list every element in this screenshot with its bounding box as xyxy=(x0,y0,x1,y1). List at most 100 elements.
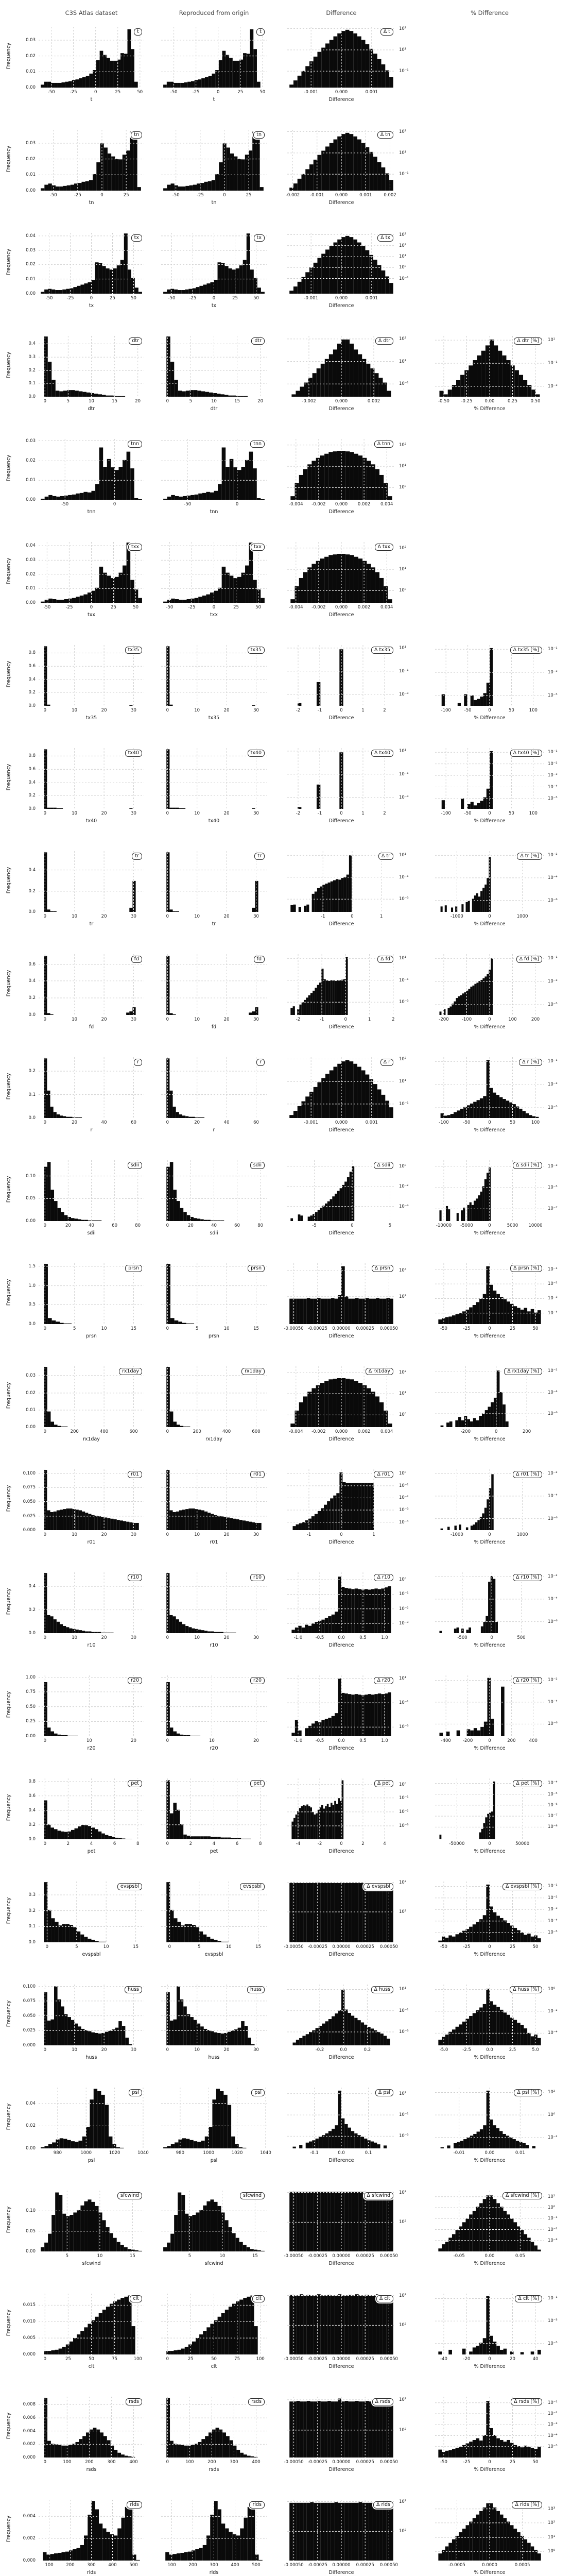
y-tick-label: 0.050 xyxy=(23,2013,36,2019)
legend-badge: sdii xyxy=(127,1162,142,1169)
x-tick-label: 0 xyxy=(488,1532,491,1537)
y-tick-label: 10³ xyxy=(399,2397,407,2402)
y-tick-label: 1.0 xyxy=(28,1283,36,1289)
y-tick-label: 10⁻² xyxy=(548,1677,558,1683)
x-axis-label: % Difference xyxy=(474,1952,506,1957)
x-tick-label: -0.00050 xyxy=(284,2460,304,2465)
y-tick-label: 0.008 xyxy=(23,2402,36,2408)
plot-canvas xyxy=(287,2191,395,2251)
plot-canvas xyxy=(287,748,395,809)
y-tick-label: 0.002 xyxy=(23,2442,36,2447)
x-tick-label: 25 xyxy=(510,2460,515,2465)
plot-canvas xyxy=(161,1160,267,1221)
x-tick-label: -50 xyxy=(463,1120,471,1125)
x-tick-label: -50 xyxy=(43,605,51,610)
legend-badge: sfcwind xyxy=(240,2192,265,2199)
x-tick-label: 60 xyxy=(253,1120,259,1125)
x-tick-label: 25 xyxy=(65,2357,71,2362)
x-tick-label: 100 xyxy=(529,708,538,713)
x-tick-label: 0.001 xyxy=(365,296,378,301)
y-tick-label: 0.0 xyxy=(28,806,36,811)
x-axis-label: Difference xyxy=(328,1539,354,1545)
y-tick-label: 0.0 xyxy=(28,1115,36,1121)
y-tick-label: 10² xyxy=(399,243,407,248)
x-tick-label: 30 xyxy=(131,811,136,816)
x-tick-label: 0 xyxy=(43,1635,47,1640)
x-tick-label: 100 xyxy=(185,2460,194,2465)
hist-repro-prsn: prsn 0 5 10 15 prsn xyxy=(161,1263,267,1339)
x-tick-label: 500 xyxy=(517,1635,526,1640)
x-tick-label: 10 xyxy=(223,1326,230,1331)
x-tick-label: 0 xyxy=(45,1944,49,1950)
x-axis-label: r10 xyxy=(210,1642,218,1648)
legend-badge: Δ psl xyxy=(375,2089,393,2096)
y-tick-label: 10⁻⁶ xyxy=(548,1619,558,1624)
x-tick-label: -50 xyxy=(61,502,69,507)
legend-badge: prsn xyxy=(125,1265,142,1272)
x-tick-label: 0 xyxy=(340,708,343,713)
x-axis-label: Difference xyxy=(328,1333,354,1339)
legend-badge: rlds xyxy=(127,2501,142,2509)
x-tick-label: 1.0 xyxy=(381,1635,388,1640)
x-tick-label: 30 xyxy=(131,1017,136,1022)
x-tick-label: 20 xyxy=(72,1120,78,1125)
x-tick-label: 15 xyxy=(253,1326,259,1331)
y-tick-label: 10⁻¹ xyxy=(548,647,558,652)
x-tick-label: 10 xyxy=(72,1635,78,1640)
plot-canvas xyxy=(39,2500,144,2561)
x-tick-label: -25 xyxy=(463,1326,471,1331)
x-tick-label: 0.00000 xyxy=(332,2460,351,2465)
x-tick-label: 0.004 xyxy=(380,1429,393,1434)
y-tick-label: 0.0 xyxy=(28,1012,36,1018)
plot-canvas xyxy=(39,748,144,809)
hist-c3s-txx: txx -50 -25 0 25 50 txx 0.04 0.03 0.02 0.01 0.00 Fre… xyxy=(6,542,144,618)
x-axis-label: % Difference xyxy=(474,1849,506,1854)
x-axis-label: Difference xyxy=(328,715,354,721)
x-tick-label: 0 xyxy=(212,605,216,610)
plot-canvas xyxy=(287,233,395,294)
x-tick-label: 0 xyxy=(488,1944,491,1950)
hist-c3s-r10: r10 0 10 20 30 r10 0.4 0.2 0.0 Frequency xyxy=(6,1572,144,1648)
legend-badge: evspsbl xyxy=(117,1883,142,1890)
y-tick-label: 10⁻¹ xyxy=(548,2296,558,2301)
x-tick-label: 2 xyxy=(383,708,386,713)
y-tick-label: 10⁻⁵ xyxy=(548,2341,558,2346)
y-tick-label: 0.025 xyxy=(23,2028,36,2033)
variable-row-fd: fd 0 10 20 30 fd 0.6 0.4 0.2 0.0 Frequency fd 0 10 20 3… xyxy=(0,930,572,1033)
hist-diff-r20: Δ r20 -1.0 -0.5 0.0 0.5 1.0 Difference 10¹ 10⁻¹ 1… xyxy=(287,1675,409,1751)
plot-canvas xyxy=(39,1985,144,2045)
x-axis-label: Difference xyxy=(328,200,354,206)
plot-canvas xyxy=(435,748,544,809)
x-tick-label: -1 xyxy=(306,1532,311,1537)
x-tick-label: 0.002 xyxy=(367,399,380,404)
y-tick-label: 10² xyxy=(399,545,407,551)
x-tick-label: 0 xyxy=(340,1532,343,1537)
frequency-axis-label: Frequency xyxy=(6,42,12,70)
y-tick-label: 10⁻³ xyxy=(399,2133,409,2139)
x-tick-label: 100 xyxy=(133,2357,142,2362)
y-tick-label: 0.5 xyxy=(28,1302,36,1308)
frequency-axis-label: Frequency xyxy=(6,351,12,379)
x-tick-label: 10 xyxy=(72,2047,78,2053)
hist-repro-tn: tn -50 -25 0 25 tn xyxy=(161,130,267,206)
x-tick-label: -40 xyxy=(440,2357,447,2362)
x-tick-label: 40 xyxy=(532,2357,539,2362)
x-tick-label: 500 xyxy=(129,2563,138,2568)
x-tick-label: 0 xyxy=(43,708,47,713)
x-tick-label: 100 xyxy=(531,1120,540,1125)
x-tick-label: 0 xyxy=(488,1738,491,1743)
x-tick-label: 0 xyxy=(43,2357,47,2362)
x-tick-label: -1 xyxy=(317,708,322,713)
x-tick-label: 20 xyxy=(101,811,107,816)
plot-canvas xyxy=(161,851,267,912)
x-tick-label: 0.00050 xyxy=(379,1326,398,1331)
x-tick-label: 0 xyxy=(90,296,93,301)
x-tick-label: 400 xyxy=(129,2460,138,2465)
y-tick-label: 10⁻¹ xyxy=(399,69,409,74)
x-tick-label: -5000 xyxy=(460,1223,473,1228)
plot-canvas xyxy=(161,1366,267,1427)
legend-badge: Δ huss [%] xyxy=(510,1986,542,1993)
y-tick-label: 0.01 xyxy=(26,69,36,75)
hist-pctdiff-rx1day: Δ rx1day [%] -200 0 200 % Difference 10⁻² 10⁻⁴… xyxy=(435,1366,558,1442)
x-axis-label: % Difference xyxy=(474,2158,506,2163)
